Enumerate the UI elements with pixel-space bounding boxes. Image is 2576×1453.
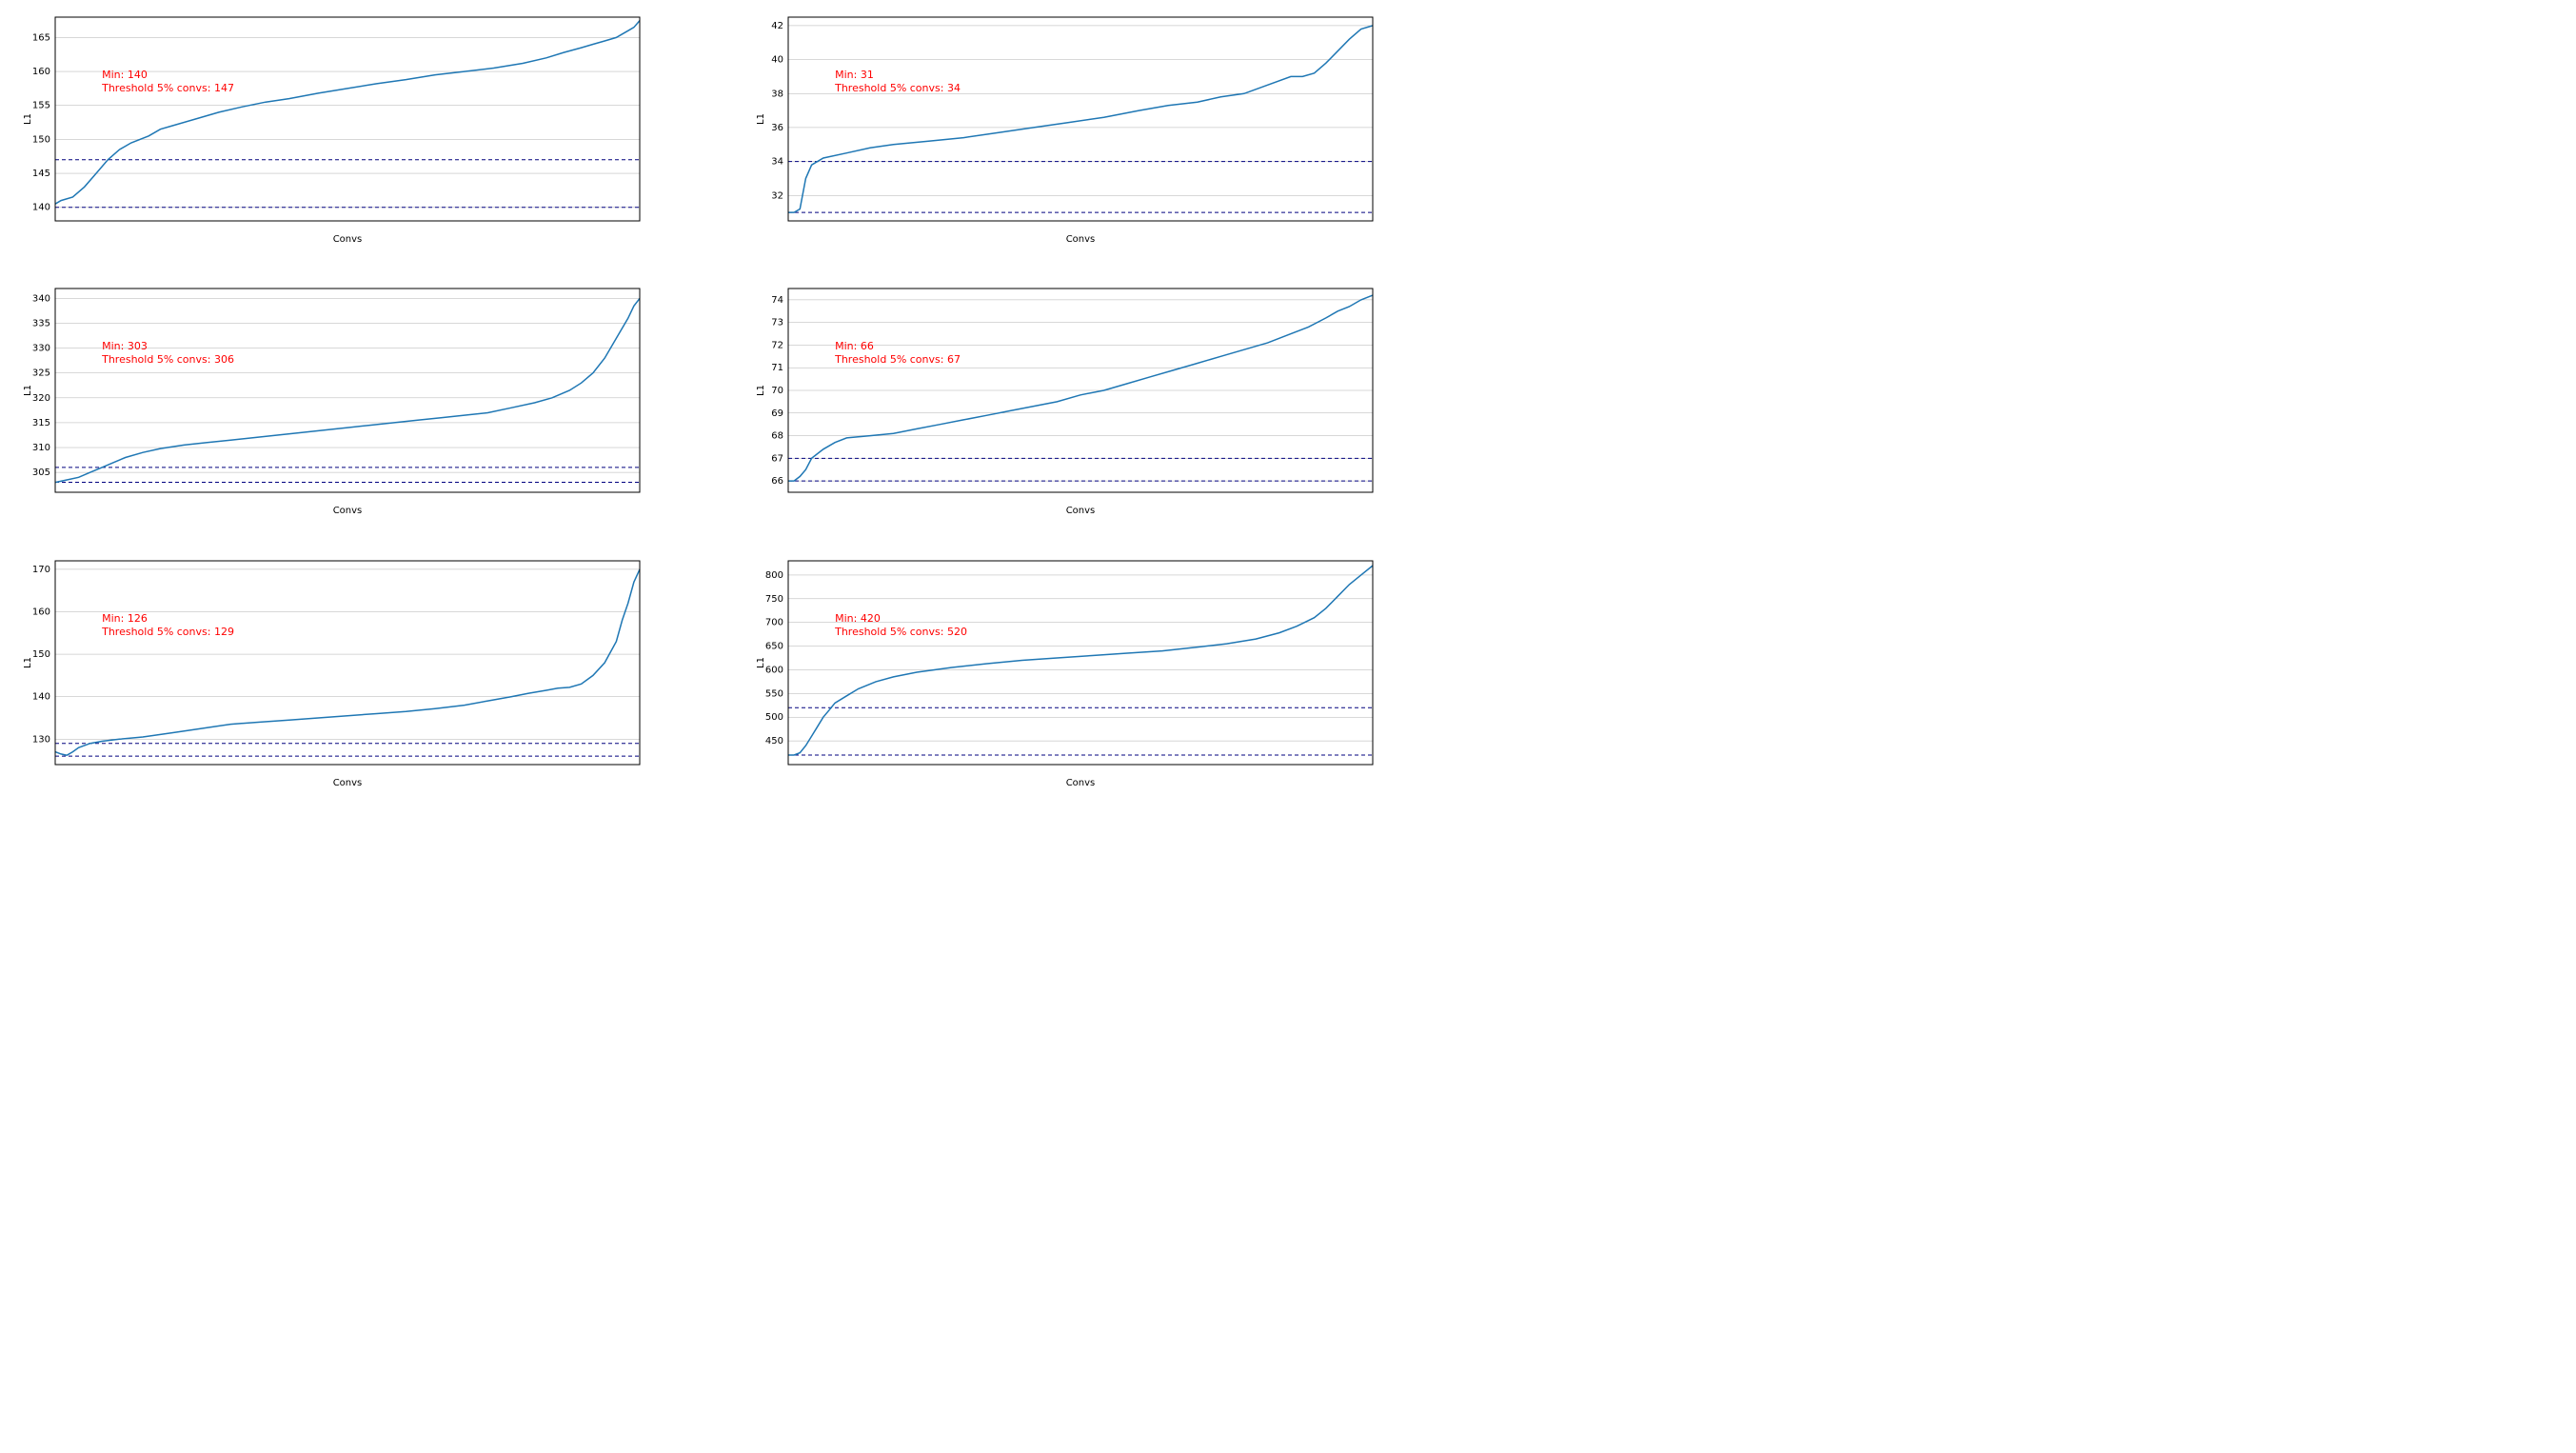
svg-text:72: 72 (771, 341, 783, 351)
svg-text:160: 160 (32, 607, 50, 617)
svg-text:36: 36 (771, 123, 783, 133)
ylabel: L1 (756, 657, 766, 668)
svg-text:34: 34 (771, 157, 783, 168)
panel-5: 450 500 550 600 650 700 750 800 Min: 420Threshol… (752, 553, 1409, 796)
annotation-min: Min: 66 (835, 341, 874, 353)
xlabel: Convs (1066, 234, 1096, 245)
svg-text:330: 330 (32, 344, 50, 354)
svg-text:600: 600 (765, 665, 783, 675)
svg-text:320: 320 (32, 393, 50, 404)
svg-text:40: 40 (771, 55, 783, 66)
svg-text:450: 450 (765, 736, 783, 746)
svg-text:66: 66 (771, 476, 783, 487)
svg-text:42: 42 (771, 21, 783, 31)
svg-text:310: 310 (32, 443, 50, 453)
svg-text:68: 68 (771, 431, 783, 442)
svg-text:160: 160 (32, 67, 50, 77)
svg-text:305: 305 (32, 468, 50, 478)
svg-text:70: 70 (771, 386, 783, 396)
svg-text:500: 500 (765, 712, 783, 723)
svg-text:150: 150 (32, 134, 50, 145)
annotation-threshold: Threshold 5% convs: 306 (101, 354, 234, 367)
annotation-min: Min: 140 (102, 69, 148, 81)
panel-0: 140 145 150 155 160 165 Min: 140Threshold 5% c… (19, 10, 676, 252)
svg-text:650: 650 (765, 641, 783, 651)
xlabel: Convs (1066, 506, 1096, 516)
svg-text:335: 335 (32, 319, 50, 329)
ylabel: L1 (756, 385, 766, 396)
xlabel: Convs (1066, 778, 1096, 788)
panel-4: 130 140 150 160 170 Min: 126Threshold 5% conv… (19, 553, 676, 796)
annotation-min: Min: 420 (835, 612, 881, 625)
panel-2: 305 310 315 320 325 330 335 340 Min: 303Threshol… (19, 281, 676, 524)
annotation-threshold: Threshold 5% convs: 67 (834, 354, 961, 367)
panel-3: 66 67 68 69 70 71 72 73 74 Min: 66Threshold 5% co… (752, 281, 1409, 524)
annotation-min: Min: 31 (835, 69, 874, 81)
ylabel: L1 (23, 385, 33, 396)
svg-text:140: 140 (32, 203, 50, 213)
svg-text:145: 145 (32, 169, 50, 179)
xlabel: Convs (333, 234, 363, 245)
ylabel: L1 (23, 657, 33, 668)
svg-text:140: 140 (32, 691, 50, 702)
annotation-threshold: Threshold 5% convs: 147 (101, 82, 234, 94)
svg-text:73: 73 (771, 318, 783, 328)
svg-text:38: 38 (771, 89, 783, 99)
xlabel: Convs (333, 506, 363, 516)
ylabel: L1 (23, 113, 33, 125)
ylabel: L1 (756, 113, 766, 125)
svg-text:800: 800 (765, 570, 783, 581)
svg-text:550: 550 (765, 688, 783, 699)
svg-text:155: 155 (32, 101, 50, 111)
svg-text:325: 325 (32, 368, 50, 379)
chart-grid: 140145150155160165Min: 140Threshold 5% c… (0, 0, 1428, 806)
svg-text:340: 340 (32, 294, 50, 305)
svg-text:170: 170 (32, 565, 50, 575)
svg-text:315: 315 (32, 418, 50, 428)
xlabel: Convs (333, 778, 363, 788)
svg-text:32: 32 (771, 190, 783, 201)
panel-1: 32 34 36 38 40 42 Min: 31Threshold 5% convs: 3… (752, 10, 1409, 252)
annotation-min: Min: 303 (102, 341, 148, 353)
svg-text:130: 130 (32, 734, 50, 745)
svg-text:67: 67 (771, 454, 783, 465)
annotation-min: Min: 126 (102, 612, 148, 625)
annotation-threshold: Threshold 5% convs: 520 (834, 626, 967, 638)
svg-text:71: 71 (771, 364, 783, 374)
annotation-threshold: Threshold 5% convs: 34 (834, 82, 961, 94)
annotation-threshold: Threshold 5% convs: 129 (101, 626, 234, 638)
svg-text:165: 165 (32, 32, 50, 43)
svg-text:150: 150 (32, 649, 50, 660)
svg-text:69: 69 (771, 408, 783, 419)
svg-text:750: 750 (765, 593, 783, 604)
svg-text:74: 74 (771, 295, 783, 306)
svg-text:700: 700 (765, 617, 783, 627)
